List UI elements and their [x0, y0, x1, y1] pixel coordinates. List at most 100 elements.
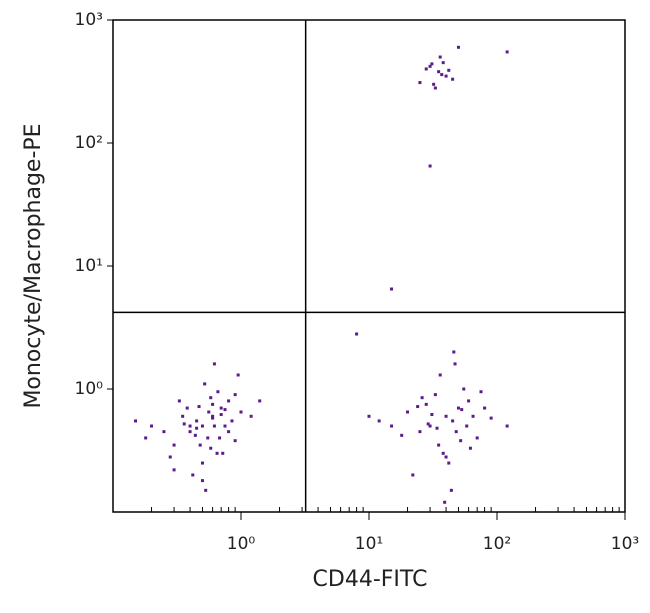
point: [177, 399, 181, 403]
point: [182, 422, 186, 426]
point: [471, 414, 475, 418]
y-tick-label: 10¹: [75, 256, 103, 276]
point: [465, 424, 469, 428]
point: [390, 424, 394, 428]
y-axis-title: Monocyte/Macrophage-PE: [21, 123, 46, 408]
point: [185, 406, 189, 410]
point: [144, 436, 148, 440]
point: [451, 77, 455, 81]
point: [452, 350, 456, 354]
point: [195, 419, 199, 423]
point: [483, 406, 487, 410]
point: [441, 451, 445, 455]
x-axis-title: CD44-FITC: [313, 567, 428, 592]
point: [435, 426, 439, 430]
point: [453, 362, 457, 366]
point: [200, 424, 204, 428]
point: [249, 414, 253, 418]
point: [437, 70, 441, 74]
point: [227, 399, 231, 403]
point: [200, 461, 204, 465]
point: [206, 436, 210, 440]
point: [505, 424, 509, 428]
point: [233, 393, 237, 397]
point: [428, 64, 432, 68]
point: [212, 424, 216, 428]
point: [258, 399, 262, 403]
point: [505, 50, 509, 54]
point: [219, 406, 223, 410]
x-tick-label: 10²: [483, 534, 511, 554]
plot-frame: [112, 19, 626, 513]
point: [223, 424, 227, 428]
point: [198, 443, 202, 447]
point: [426, 422, 430, 426]
point: [433, 86, 437, 90]
point: [211, 414, 215, 418]
point: [440, 73, 444, 77]
point: [489, 416, 493, 420]
point: [239, 410, 243, 414]
point: [432, 82, 436, 86]
x-tick-label: 10³: [611, 534, 639, 554]
point: [215, 451, 219, 455]
point: [204, 488, 208, 492]
point: [430, 413, 434, 417]
point: [467, 399, 471, 403]
point: [459, 439, 463, 443]
point: [195, 426, 199, 430]
point: [444, 455, 448, 459]
point: [355, 332, 359, 336]
point: [211, 402, 215, 406]
point: [449, 488, 453, 492]
point: [172, 443, 176, 447]
point: [212, 362, 216, 366]
point: [223, 408, 227, 412]
point: [430, 62, 434, 66]
point: [188, 430, 192, 434]
point: [367, 414, 371, 418]
point: [428, 424, 432, 428]
point: [479, 390, 483, 394]
point: [191, 473, 195, 477]
point: [447, 68, 451, 72]
point: [460, 408, 464, 412]
point: [443, 500, 447, 504]
x-tick-label: 10⁰: [227, 534, 256, 554]
point: [451, 419, 455, 423]
point: [200, 479, 204, 483]
point: [207, 410, 211, 414]
point: [230, 419, 234, 423]
point: [462, 387, 466, 391]
point: [181, 414, 185, 418]
point: [433, 393, 437, 397]
point: [197, 405, 201, 409]
point: [456, 45, 460, 49]
point: [193, 433, 197, 437]
point: [441, 61, 445, 65]
point: [162, 430, 166, 434]
point: [236, 373, 240, 377]
point: [211, 416, 215, 420]
x-tick-label: 10¹: [355, 534, 383, 554]
point: [424, 402, 428, 406]
point: [447, 461, 451, 465]
point: [428, 164, 432, 168]
point: [400, 433, 404, 437]
point: [172, 468, 176, 472]
point: [233, 439, 237, 443]
y-tick-label: 10⁰: [75, 379, 104, 399]
point: [209, 446, 213, 450]
point: [418, 81, 422, 85]
point: [454, 430, 458, 434]
point: [188, 424, 192, 428]
point: [437, 443, 441, 447]
point: [209, 396, 213, 400]
point: [475, 436, 479, 440]
point: [168, 455, 172, 459]
point: [216, 390, 220, 394]
point: [418, 430, 422, 434]
point: [468, 446, 472, 450]
point: [227, 430, 231, 434]
